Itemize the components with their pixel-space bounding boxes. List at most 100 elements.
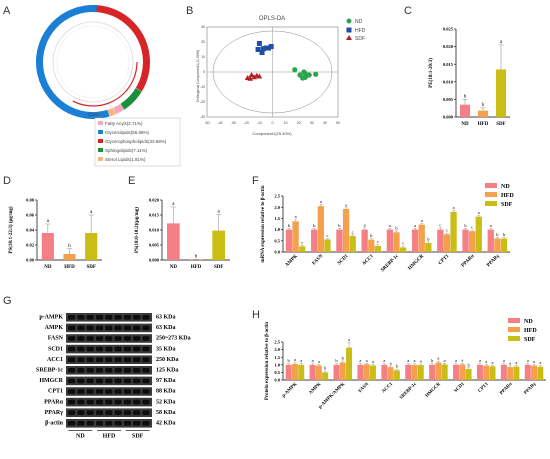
x-tick-label: SREBP-1c xyxy=(380,253,400,273)
significance-label: a xyxy=(172,202,175,207)
blot-protein-label: AMPK xyxy=(45,325,64,331)
x-tick-label: FASN xyxy=(312,254,325,267)
blot-band xyxy=(77,389,85,394)
bar-sdf xyxy=(450,211,457,252)
blot-band xyxy=(142,325,150,331)
blot-band xyxy=(123,389,131,394)
blot-band xyxy=(95,346,104,352)
blot-band xyxy=(114,336,122,341)
blot-band xyxy=(77,346,85,352)
bar-hfd xyxy=(483,365,490,380)
bar-nd xyxy=(462,229,469,252)
blot-band xyxy=(95,410,104,415)
significance-label: c xyxy=(326,233,328,238)
pe-bar-chart: 0.000 0.005 0.010 0.015 0.020 0.025 b ND b HFD a SD… xyxy=(429,27,510,127)
blot-band xyxy=(68,378,76,384)
x-tick-label: HFD xyxy=(478,122,489,127)
blot-band xyxy=(77,410,85,415)
blot-size-label: 63 KDa xyxy=(156,315,176,321)
x-tick-label: 50 xyxy=(336,121,340,125)
y-tick-label: 1.0 xyxy=(274,227,280,232)
y-tick-label: 0.08 xyxy=(26,198,35,203)
nd-point xyxy=(306,72,312,78)
blot-size-label: 250 KDa xyxy=(156,357,179,363)
significance-label: a xyxy=(47,219,50,224)
significance-label: b xyxy=(68,244,71,249)
blot-band xyxy=(77,336,85,341)
chart-b-title: OPLS-DA xyxy=(259,16,285,22)
blot-band xyxy=(68,336,76,341)
sdf-point xyxy=(256,73,263,79)
y-tick-label: 0.04 xyxy=(26,228,35,233)
blot-band xyxy=(114,421,122,426)
significance-label: b xyxy=(313,223,316,228)
significance-label: a xyxy=(533,359,535,364)
x-tick-label: PPARα xyxy=(461,254,476,269)
blot-band xyxy=(86,410,94,415)
blot-band xyxy=(105,389,113,394)
bar-hfd xyxy=(368,239,375,252)
y-tick-label: 0.00 xyxy=(26,258,35,263)
blot-band xyxy=(142,399,150,405)
significance-label: c xyxy=(301,240,303,245)
significance-label: a xyxy=(503,358,505,363)
y-tick-label: 0.5 xyxy=(274,238,280,243)
x-tick-label: SDF xyxy=(86,265,95,270)
significance-label: a xyxy=(421,218,423,223)
significance-label: b xyxy=(288,223,291,228)
blot-band xyxy=(133,368,141,373)
significance-label: b xyxy=(503,232,506,237)
bar-hfd xyxy=(387,367,394,380)
legend-swatch xyxy=(508,336,520,341)
bar-nd xyxy=(309,364,316,380)
bar-hfd xyxy=(292,221,299,252)
bar-sdf xyxy=(475,216,482,252)
lipid-class-ring xyxy=(35,5,151,120)
x-tick-label: p-AMPK xyxy=(281,382,298,399)
significance-label: a xyxy=(414,358,416,363)
group-label: SDF xyxy=(132,434,144,440)
blot-band xyxy=(123,346,131,352)
y-axis-label: PS(18:0-18:2)(µg/mg) xyxy=(135,207,140,253)
bar-sdf xyxy=(425,243,432,252)
blot-band xyxy=(86,357,94,362)
legend-sdf: SDF xyxy=(355,36,365,42)
x-tick-label: 0 xyxy=(272,121,274,125)
legend-label: ND xyxy=(501,184,510,190)
blot-size-label: 125 KDa xyxy=(156,368,179,374)
chart-b-legend: ND HFD SDF xyxy=(346,18,366,42)
blot-band xyxy=(95,421,104,426)
blot-band xyxy=(86,421,94,426)
bar-nd xyxy=(500,364,507,380)
western-blot: p-AMPK 63 KDa AMPK 63 KDa FASN 250~273 KDa SCD… xyxy=(36,313,191,440)
significance-label: c xyxy=(446,228,448,233)
blot-band xyxy=(142,389,150,394)
y-tick-label: 0.06 xyxy=(26,213,35,218)
blot-band xyxy=(77,357,85,362)
bar-hfd xyxy=(469,231,476,252)
ps-18-1-22-3-bar-chart: 0.00 0.02 0.04 0.06 0.08 a ND b HFD a SDF PS(18:1-2… xyxy=(9,198,102,270)
blot-band xyxy=(142,346,150,352)
ring-segment xyxy=(120,87,142,110)
blot-band xyxy=(114,357,122,362)
blot-band xyxy=(77,368,85,373)
y-tick-label: 0.025 xyxy=(443,27,454,32)
x-tick-label: HFD xyxy=(64,265,75,270)
x-tick-label: PPARγ xyxy=(524,381,538,395)
significance-label: a xyxy=(461,358,463,363)
bar-hfd xyxy=(393,232,400,252)
significance-label: b xyxy=(395,225,398,230)
blot-band xyxy=(86,315,94,320)
significance-label: a xyxy=(364,222,366,227)
bar-sdf xyxy=(537,366,544,380)
significance-label: b xyxy=(431,358,434,363)
blot-band xyxy=(142,315,150,320)
y-tick-label: 0 xyxy=(203,70,205,74)
legend-hfd: HFD xyxy=(355,28,366,34)
significance-label: a xyxy=(294,357,296,362)
blot-band xyxy=(105,315,113,320)
y-tick-label: 0.010 xyxy=(443,79,454,84)
panel-label-d: D xyxy=(3,175,11,187)
blot-size-label: 97 KDa xyxy=(156,378,176,384)
x-tick-label: HMGCR xyxy=(408,254,426,272)
